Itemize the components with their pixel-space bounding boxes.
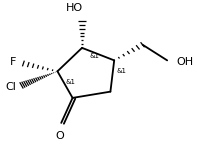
Text: F: F: [9, 57, 16, 67]
Text: HO: HO: [66, 3, 83, 13]
Text: &1: &1: [116, 68, 126, 74]
Text: O: O: [55, 131, 64, 141]
Text: &1: &1: [65, 79, 75, 85]
Text: Cl: Cl: [5, 82, 16, 92]
Text: &1: &1: [90, 53, 100, 59]
Text: OH: OH: [177, 57, 194, 67]
